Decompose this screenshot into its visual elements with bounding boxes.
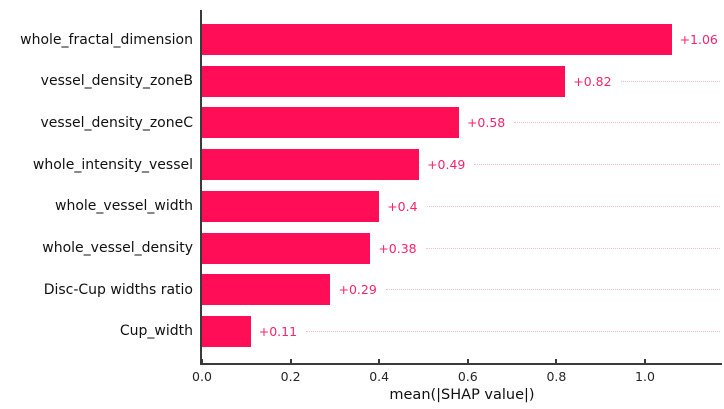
x-tick-label: 1.0 bbox=[635, 369, 655, 384]
y-axis-label: Disc-Cup widths ratio bbox=[43, 281, 193, 298]
leader-line bbox=[385, 289, 720, 291]
x-tick-label: 0.2 bbox=[280, 369, 301, 384]
leader-line bbox=[306, 330, 720, 332]
x-tick-label: 0.6 bbox=[457, 369, 478, 384]
bar-value-label: +0.58 bbox=[466, 115, 506, 131]
bar bbox=[202, 149, 420, 181]
x-tick-mark bbox=[201, 359, 203, 363]
bar-row: +1.06 bbox=[202, 24, 722, 55]
bar-row: +0.4 bbox=[202, 190, 722, 222]
x-tick-mark bbox=[644, 359, 646, 363]
bar-row: +0.38 bbox=[202, 232, 722, 264]
bar-row: +0.82 bbox=[202, 65, 722, 97]
bar bbox=[202, 232, 371, 264]
x-tick-mark bbox=[378, 359, 381, 363]
bar bbox=[202, 107, 459, 139]
leader-line bbox=[425, 247, 720, 249]
bar-value-label: +0.11 bbox=[258, 323, 298, 339]
leader-line bbox=[620, 80, 720, 82]
y-axis-label: vessel_density_zoneB bbox=[40, 73, 193, 90]
bar-row: +0.49 bbox=[202, 149, 722, 181]
bar-row: +0.58 bbox=[202, 107, 722, 139]
bar bbox=[202, 65, 566, 97]
bar bbox=[202, 274, 331, 306]
x-tick-label: 0.4 bbox=[369, 369, 390, 384]
plot-area: +1.06 +0.82 +0.58 +0.49 +0.4 +0.38 +0.29 +0.11 bbox=[200, 10, 722, 365]
bar-value-label: +0.38 bbox=[378, 240, 417, 256]
y-axis-label: Cup_width bbox=[119, 323, 193, 340]
y-axis-label: vessel_density_zoneC bbox=[40, 114, 194, 131]
y-axis-label: whole_intensity_vessel bbox=[32, 156, 193, 173]
leader-line bbox=[514, 122, 720, 124]
x-tick-mark bbox=[289, 359, 292, 363]
leader-line bbox=[426, 205, 720, 207]
bar-value-label: +0.4 bbox=[387, 198, 418, 214]
x-axis-title: mean(|SHAP value|) bbox=[389, 387, 535, 403]
bar-value-label: +0.82 bbox=[573, 73, 612, 89]
bar-value-label: +0.29 bbox=[338, 282, 377, 298]
bar bbox=[202, 190, 380, 222]
y-axis-label: whole_vessel_density bbox=[42, 240, 193, 256]
bar bbox=[202, 24, 672, 55]
x-tick-label: 0.8 bbox=[546, 369, 567, 384]
leader-line bbox=[474, 164, 720, 166]
x-tick-mark bbox=[555, 359, 558, 363]
bar-value-label: +0.49 bbox=[427, 157, 466, 173]
bar-row: +0.11 bbox=[202, 315, 722, 347]
y-axis-label: whole_vessel_width bbox=[55, 198, 193, 215]
bar bbox=[202, 315, 251, 347]
bar-row: +0.29 bbox=[202, 274, 722, 306]
x-tick-mark bbox=[466, 359, 469, 363]
x-tick-label: 0.0 bbox=[192, 369, 212, 384]
bar-value-label: +1.06 bbox=[679, 32, 718, 47]
y-axis-label: whole_fractal_dimension bbox=[20, 31, 193, 48]
